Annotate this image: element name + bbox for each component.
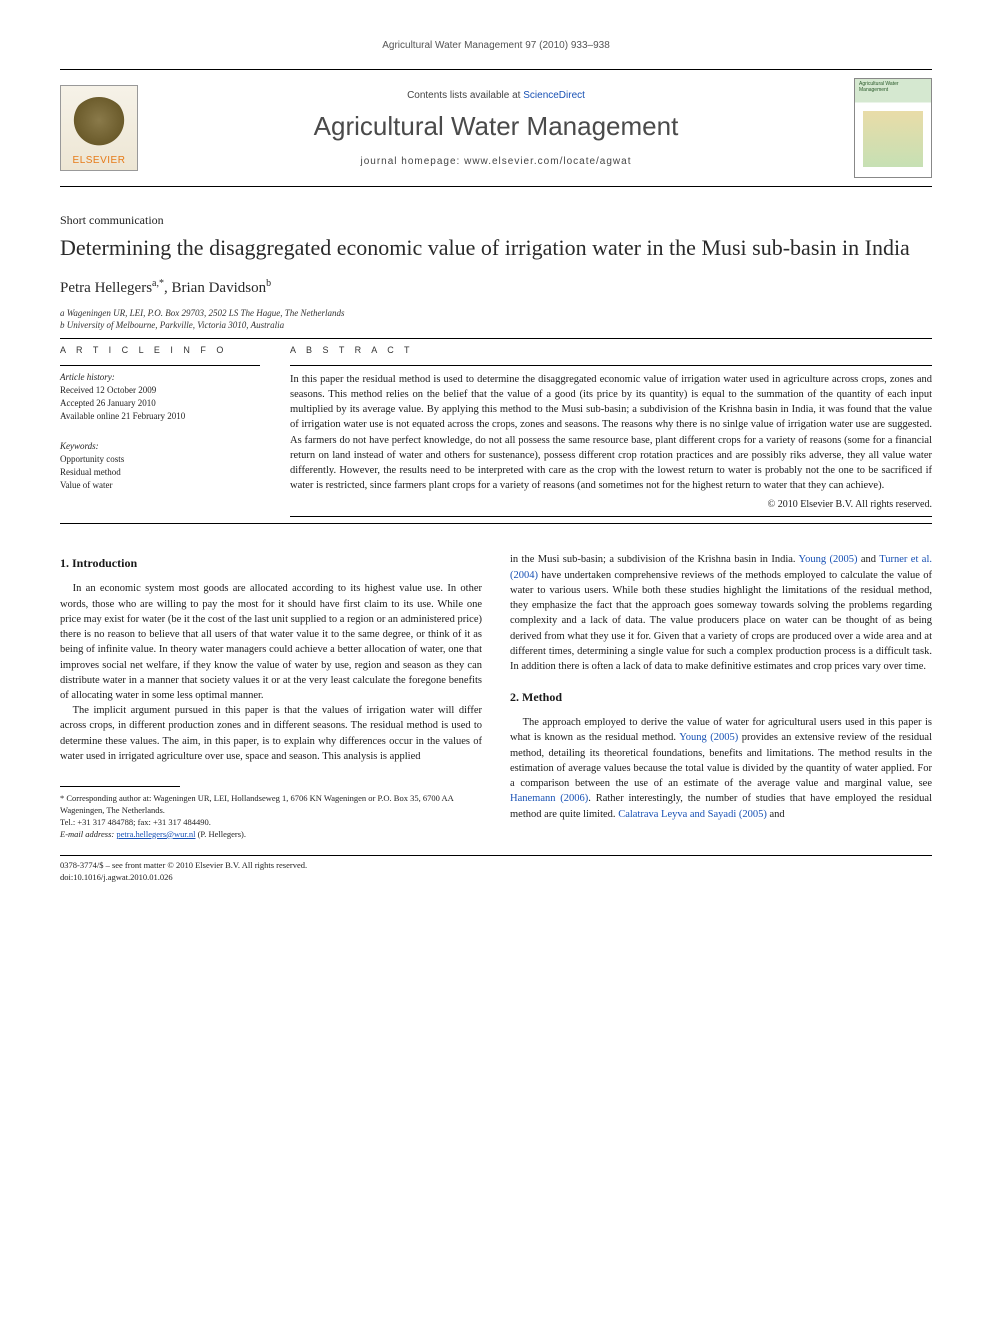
header-center: Contents lists available at ScienceDirec… — [152, 90, 840, 167]
keyword-3: Value of water — [60, 479, 260, 492]
article-info-col: A R T I C L E I N F O Article history: R… — [60, 345, 260, 524]
history-head: Article history: — [60, 372, 260, 382]
journal-header: ELSEVIER Contents lists available at Sci… — [60, 69, 932, 187]
method-para-1: The approach employed to derive the valu… — [510, 715, 932, 822]
contents-available-line: Contents lists available at ScienceDirec… — [152, 90, 840, 101]
cite-calatrava-2005[interactable]: Calatrava Leyva and Sayadi (2005) — [618, 809, 767, 820]
history-accepted: Accepted 26 January 2010 — [60, 397, 260, 410]
affiliations: a Wageningen UR, LEI, P.O. Box 29703, 25… — [60, 307, 932, 332]
journal-cover-thumb: Agricultural Water Management — [854, 78, 932, 178]
article-info-head: A R T I C L E I N F O — [60, 345, 260, 355]
right-column: in the Musi sub-basin; a subdivision of … — [510, 552, 932, 840]
intro-p3a: in the Musi sub-basin; a subdivision of … — [510, 554, 799, 565]
rule — [290, 365, 932, 366]
body-columns: 1. Introduction In an economic system mo… — [60, 552, 932, 840]
doi-line: doi:10.1016/j.agwat.2010.01.026 — [60, 872, 307, 884]
corr-tel: Tel.: +31 317 484788; fax: +31 317 48449… — [60, 817, 482, 829]
rule — [60, 523, 932, 524]
history-online: Available online 21 February 2010 — [60, 410, 260, 423]
author-2: Brian Davidson — [172, 280, 267, 296]
keywords-head: Keywords: — [60, 441, 260, 451]
page: Agricultural Water Management 97 (2010) … — [0, 0, 992, 933]
history-received: Received 12 October 2009 — [60, 384, 260, 397]
issn-block: 0378-3774/$ – see front matter © 2010 El… — [60, 860, 307, 884]
abstract-col: A B S T R A C T In this paper the residu… — [290, 345, 932, 524]
intro-para-1: In an economic system most goods are all… — [60, 581, 482, 703]
info-abstract-row: A R T I C L E I N F O Article history: R… — [60, 345, 932, 524]
intro-para-2: The implicit argument pursued in this pa… — [60, 703, 482, 764]
running-header: Agricultural Water Management 97 (2010) … — [60, 40, 932, 51]
intro-p3b: and — [857, 554, 879, 565]
cite-hanemann-2006[interactable]: Hanemann (2006) — [510, 793, 588, 804]
left-column: 1. Introduction In an economic system mo… — [60, 552, 482, 840]
issn-line: 0378-3774/$ – see front matter © 2010 El… — [60, 860, 307, 872]
elsevier-tree-icon — [70, 97, 128, 155]
author-1-affil: a,* — [152, 278, 164, 289]
rule — [290, 516, 932, 517]
sciencedirect-link[interactable]: ScienceDirect — [523, 90, 585, 101]
email-suffix: (P. Hellegers). — [195, 829, 246, 839]
intro-para-3: in the Musi sub-basin; a subdivision of … — [510, 552, 932, 674]
article-title: Determining the disaggregated economic v… — [60, 234, 932, 262]
journal-name: Agricultural Water Management — [152, 111, 840, 142]
method-p1d: and — [767, 809, 785, 820]
elsevier-logo: ELSEVIER — [60, 85, 138, 171]
cite-young-2005[interactable]: Young (2005) — [799, 554, 858, 565]
author-1: Petra Hellegers — [60, 280, 152, 296]
elsevier-wordmark: ELSEVIER — [73, 155, 126, 170]
corresponding-footnote: * Corresponding author at: Wageningen UR… — [60, 793, 482, 841]
keyword-1: Opportunity costs — [60, 453, 260, 466]
cite-young-2005-b[interactable]: Young (2005) — [679, 732, 738, 743]
author-2-affil: b — [266, 278, 271, 289]
cover-label: Agricultural Water Management — [859, 82, 927, 93]
page-footer: 0378-3774/$ – see front matter © 2010 El… — [60, 855, 932, 884]
corr-address: * Corresponding author at: Wageningen UR… — [60, 793, 482, 817]
intro-p3c: have undertaken comprehensive reviews of… — [510, 570, 932, 672]
email-label: E-mail address: — [60, 829, 116, 839]
keywords-block: Keywords: Opportunity costs Residual met… — [60, 441, 260, 492]
footnote-rule — [60, 786, 180, 787]
abstract-copyright: © 2010 Elsevier B.V. All rights reserved… — [290, 499, 932, 510]
section-2-head: 2. Method — [510, 690, 932, 705]
author-list: Petra Hellegersa,*, Brian Davidsonb — [60, 278, 932, 297]
corr-email-link[interactable]: petra.hellegers@wur.nl — [116, 829, 195, 839]
article-section-type: Short communication — [60, 213, 932, 228]
section-1-head: 1. Introduction — [60, 556, 482, 571]
corr-email-line: E-mail address: petra.hellegers@wur.nl (… — [60, 829, 482, 841]
journal-homepage: journal homepage: www.elsevier.com/locat… — [152, 156, 840, 167]
affiliation-a: a Wageningen UR, LEI, P.O. Box 29703, 25… — [60, 307, 932, 320]
rule — [60, 365, 260, 366]
abstract-text: In this paper the residual method is use… — [290, 372, 932, 494]
abstract-head: A B S T R A C T — [290, 345, 932, 355]
keyword-2: Residual method — [60, 466, 260, 479]
rule — [60, 338, 932, 339]
contents-prefix: Contents lists available at — [407, 90, 523, 101]
affiliation-b: b University of Melbourne, Parkville, Vi… — [60, 319, 932, 332]
